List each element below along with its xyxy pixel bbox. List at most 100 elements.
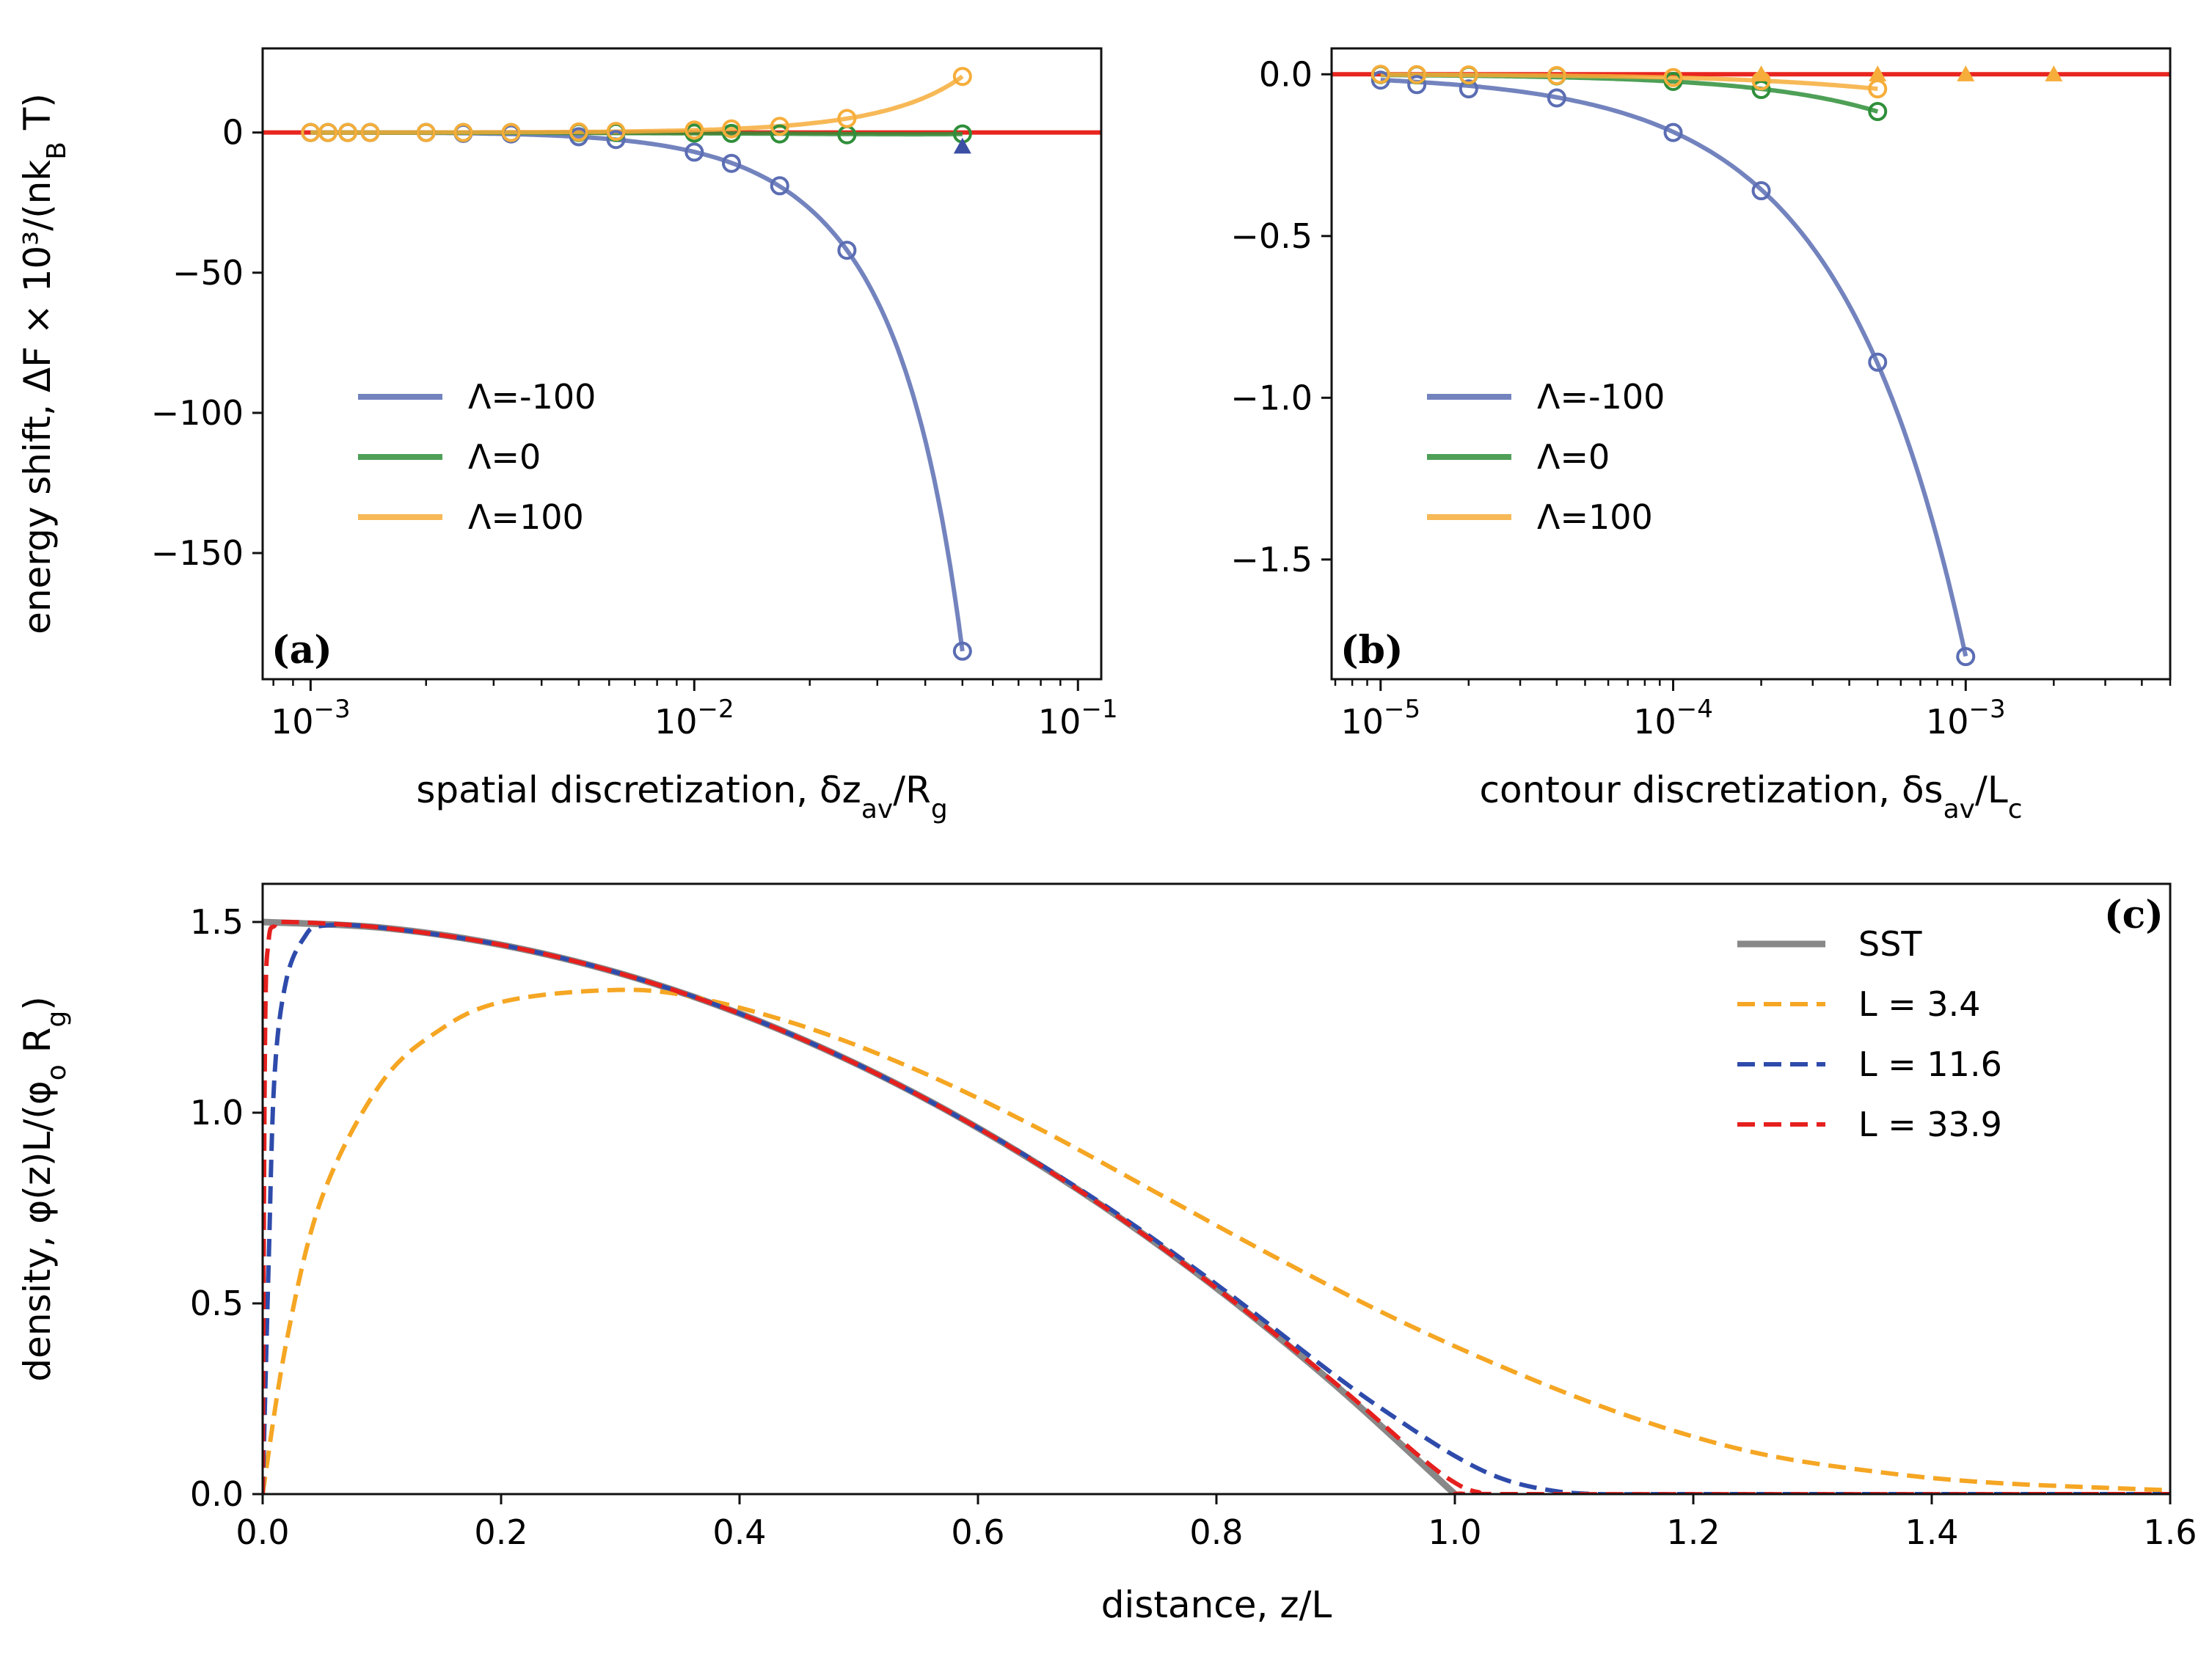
y-tick-label: −100 xyxy=(151,393,244,433)
y-tick-label: −150 xyxy=(151,533,244,573)
data-point-marker xyxy=(685,120,704,140)
data-point-marker xyxy=(1547,66,1566,86)
x-tick-label: 0.0 xyxy=(236,1512,289,1552)
data-point-marker xyxy=(1956,647,1976,667)
data-point-marker xyxy=(1663,67,1683,87)
label-subscript: c xyxy=(2008,794,2023,824)
label-text: ) xyxy=(16,996,59,1011)
data-point-marker xyxy=(1751,181,1771,201)
y-tick-label: −1.5 xyxy=(1230,540,1313,579)
data-point-marker xyxy=(1407,65,1427,84)
x-tick-label: 0.8 xyxy=(1189,1512,1243,1552)
data-point-marker xyxy=(338,122,358,142)
tick-base: 10 xyxy=(1038,702,1081,742)
x-tick-label: 10−4 xyxy=(1633,695,1713,742)
label-text: energy shift, ΔF × 10³/(nk xyxy=(16,160,59,634)
tick-exponent: −1 xyxy=(1081,695,1117,724)
tick-exponent: −5 xyxy=(1384,695,1420,724)
x-axis-label: distance, z/L xyxy=(1101,1584,1332,1626)
tick-exponent: −2 xyxy=(698,695,734,724)
data-point-marker xyxy=(1370,70,1390,90)
series-line-3 xyxy=(263,919,2170,1494)
data-point-marker xyxy=(770,117,789,136)
y-tick-label: 0.0 xyxy=(190,1474,244,1514)
label-text: spatial discretization, δz xyxy=(416,769,861,811)
data-point-marker xyxy=(1547,88,1566,108)
data-point-marker xyxy=(721,119,741,139)
data-point-marker xyxy=(1407,75,1427,95)
x-tick-label: 0.4 xyxy=(712,1512,766,1552)
triangle-marker xyxy=(1752,65,1770,81)
label-text: /L xyxy=(1975,769,2008,811)
x-axis-label: spatial discretization, δzav/Rg xyxy=(416,769,947,824)
data-point-marker xyxy=(1663,122,1683,142)
data-point-marker xyxy=(453,122,473,142)
triangle-marker xyxy=(953,137,971,154)
data-point-marker xyxy=(837,241,857,260)
series-line-2 xyxy=(1380,72,1878,92)
y-axis-label: density, φ(z)L/(φo Rg) xyxy=(16,996,72,1382)
data-point-marker xyxy=(606,122,626,142)
data-point-marker xyxy=(1868,102,1888,121)
panel-c: 0.0 0.5 1.0 1.5 0.0 0.2 0.4 0.6 0.8 1.0 1.2 1.4 1.6 d… xyxy=(16,882,2197,1626)
triangle-marker xyxy=(1957,65,1975,81)
plot-frame xyxy=(1330,47,2172,681)
legend-label: L = 3.4 xyxy=(1858,984,1981,1024)
data-point-marker xyxy=(501,122,521,142)
series-line-2 xyxy=(263,922,2170,1494)
tick-base: 10 xyxy=(654,702,698,742)
data-point-marker xyxy=(952,67,972,87)
plot-area xyxy=(263,918,2170,1494)
tick-base: 10 xyxy=(271,702,314,742)
label-text: distance, z/L xyxy=(1101,1584,1332,1626)
y-axis-label: energy shift, ΔF × 10³/(nkB T) xyxy=(16,93,72,634)
legend-label: Λ=100 xyxy=(468,497,584,537)
data-point-marker xyxy=(721,153,741,173)
legend-label: L = 33.9 xyxy=(1858,1105,2002,1144)
y-tick-label: −50 xyxy=(172,253,244,293)
y-tick-label: −0.5 xyxy=(1230,216,1313,256)
x-tick-label: 1.2 xyxy=(1666,1512,1720,1552)
y-tick-label: 0.0 xyxy=(1259,54,1313,94)
data-point-marker xyxy=(685,142,704,162)
data-point-marker xyxy=(770,124,789,144)
series-line-0 xyxy=(1380,78,1968,657)
legend-label: Λ=100 xyxy=(1537,497,1653,537)
label-text: contour discretization, δs xyxy=(1480,769,1943,811)
x-tick-label: 1.6 xyxy=(2143,1512,2197,1552)
tick-base: 10 xyxy=(1633,702,1676,742)
x-tick-label: 0.2 xyxy=(474,1512,528,1552)
data-point-marker xyxy=(318,122,338,142)
x-tick-label: 0.6 xyxy=(951,1512,1004,1552)
label-subscript: g xyxy=(931,794,948,824)
series-line-1 xyxy=(263,987,2170,1494)
x-tick-label: 1.0 xyxy=(1428,1512,1481,1552)
x-tick-label: 10−3 xyxy=(1926,695,2006,742)
legend-label: Λ=0 xyxy=(1537,437,1610,477)
y-tick-label: 0 xyxy=(222,113,244,153)
data-point-marker xyxy=(1459,79,1478,99)
label-subscript: g xyxy=(42,1011,72,1028)
plot-area xyxy=(1332,65,2170,667)
data-point-marker xyxy=(1751,80,1771,100)
plot-frame xyxy=(261,47,1103,681)
data-point-marker xyxy=(1370,65,1390,84)
x-tick-label: 10−3 xyxy=(271,695,351,742)
triangle-marker xyxy=(1869,65,1887,81)
panel-label: (a) xyxy=(271,628,332,673)
label-text: density, φ(z)L/(φ xyxy=(16,1080,59,1382)
data-point-marker xyxy=(569,122,588,142)
data-point-marker xyxy=(952,641,972,661)
y-tick-label: 0.5 xyxy=(190,1284,244,1323)
label-subscript: o xyxy=(42,1064,72,1080)
label-subscript: av xyxy=(1943,794,1975,824)
data-point-marker xyxy=(416,122,436,142)
data-point-marker xyxy=(1868,352,1888,372)
x-tick-label: 10−1 xyxy=(1038,695,1118,742)
panel-label: (c) xyxy=(2104,893,2164,937)
plot-area xyxy=(263,67,1101,661)
